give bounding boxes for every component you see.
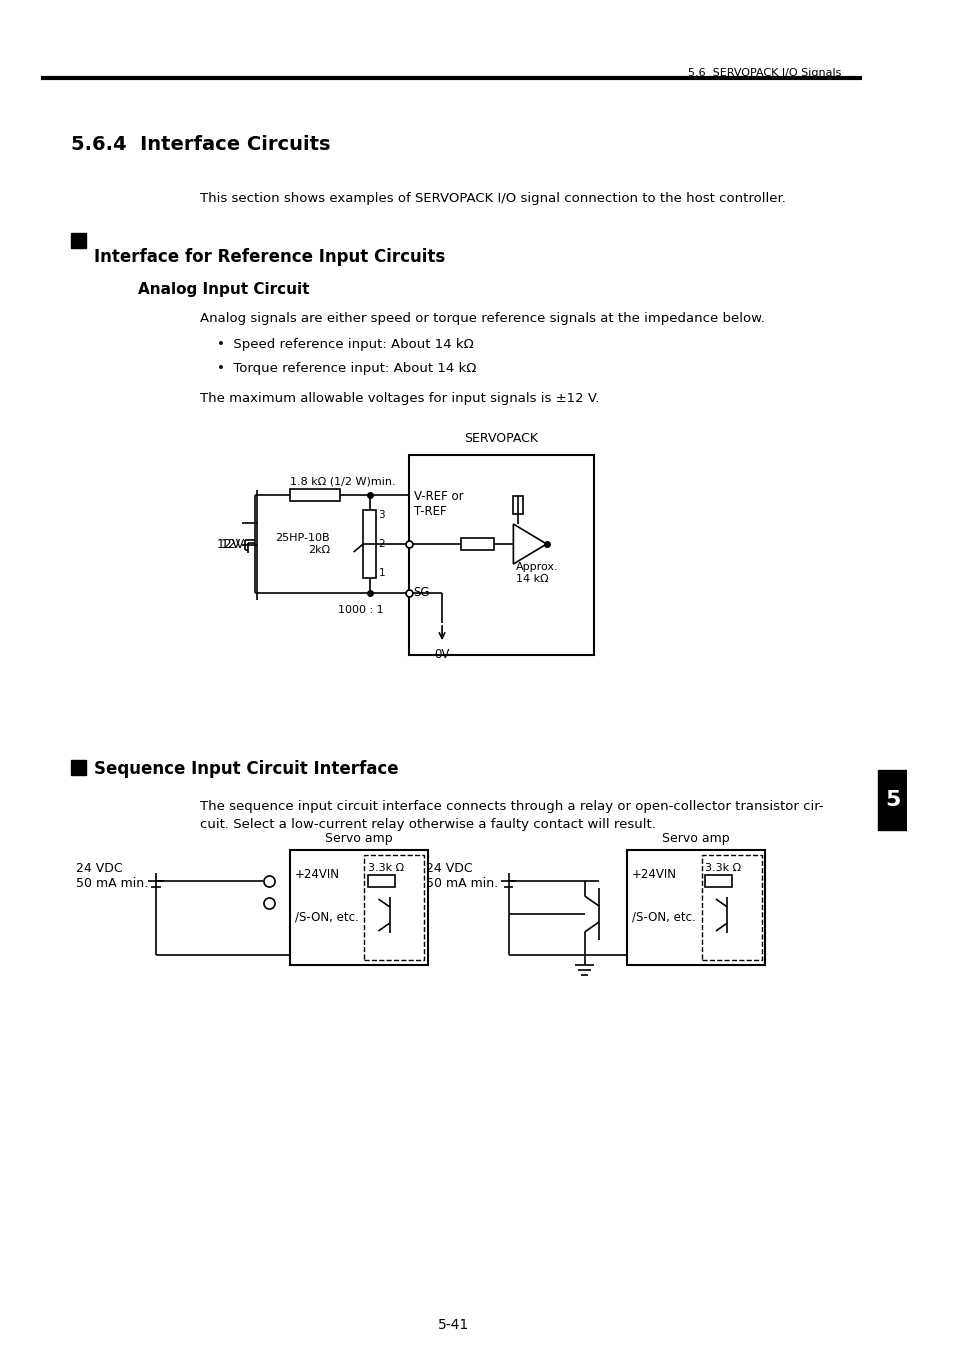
Text: •  Speed reference input: About 14 kΩ: • Speed reference input: About 14 kΩ (216, 338, 473, 351)
Text: /S-ON, etc.: /S-ON, etc. (632, 911, 696, 923)
Bar (363, 509, 376, 578)
Bar (878, 770, 906, 830)
Text: 25HP-10B
2kΩ: 25HP-10B 2kΩ (275, 534, 330, 555)
Text: Sequence Input Circuit Interface: Sequence Input Circuit Interface (94, 761, 398, 778)
Text: 3.3k Ω: 3.3k Ω (704, 863, 740, 873)
Text: 0V: 0V (434, 648, 449, 661)
Text: 3.3k Ω: 3.3k Ω (368, 863, 404, 873)
Text: 5.6  SERVOPACK I/O Signals: 5.6 SERVOPACK I/O Signals (687, 68, 841, 78)
Text: 1000 : 1: 1000 : 1 (337, 605, 383, 615)
Bar (409, 455, 594, 655)
Bar (460, 538, 494, 550)
Bar (290, 850, 427, 965)
Text: 24 VDC
50 mA min.: 24 VDC 50 mA min. (425, 862, 497, 890)
Text: SERVOPACK: SERVOPACK (463, 432, 537, 444)
Text: 24 VDC
50 mA min.: 24 VDC 50 mA min. (76, 862, 148, 890)
Bar (364, 855, 423, 961)
Text: SG: SG (413, 586, 430, 600)
Text: The maximum allowable voltages for input signals is ±12 V.: The maximum allowable voltages for input… (199, 392, 598, 405)
Text: Interface for Reference Input Circuits: Interface for Reference Input Circuits (94, 249, 445, 266)
Text: 5: 5 (884, 790, 900, 811)
Bar (513, 496, 522, 513)
Text: cuit. Select a low-current relay otherwise a faulty contact will result.: cuit. Select a low-current relay otherwi… (199, 817, 655, 831)
Text: Analog signals are either speed or torque reference signals at the impedance bel: Analog signals are either speed or torqu… (199, 312, 763, 326)
Text: 5-41: 5-41 (437, 1319, 469, 1332)
Text: 1: 1 (378, 567, 385, 578)
Text: 2: 2 (378, 539, 385, 549)
Text: 12V: 12V (221, 539, 245, 551)
Text: This section shows examples of SERVOPACK I/O signal connection to the host contr: This section shows examples of SERVOPACK… (199, 192, 784, 205)
Polygon shape (513, 524, 546, 563)
Text: Analog Input Circuit: Analog Input Circuit (137, 282, 309, 297)
Text: •  Torque reference input: About 14 kΩ: • Torque reference input: About 14 kΩ (216, 362, 476, 376)
Bar (368, 875, 395, 888)
Text: Servo amp: Servo amp (661, 832, 729, 844)
Text: Approx.
14 kΩ: Approx. 14 kΩ (516, 562, 558, 584)
Text: +24VIN: +24VIN (632, 867, 677, 881)
Text: +24VIN: +24VIN (294, 867, 339, 881)
Text: V-REF or
T-REF: V-REF or T-REF (413, 490, 463, 517)
Text: The sequence input circuit interface connects through a relay or open-collector : The sequence input circuit interface con… (199, 800, 822, 813)
Bar (290, 489, 340, 501)
Bar (627, 850, 764, 965)
Bar (704, 875, 731, 888)
Text: 3: 3 (378, 509, 385, 520)
Text: /S-ON, etc.: /S-ON, etc. (294, 911, 358, 923)
Text: 12V: 12V (216, 539, 240, 551)
Bar (71, 761, 86, 775)
Bar (700, 855, 760, 961)
Text: Servo amp: Servo amp (324, 832, 392, 844)
Text: 1.8 kΩ (1/2 W)min.: 1.8 kΩ (1/2 W)min. (290, 477, 395, 486)
Text: 5.6.4  Interface Circuits: 5.6.4 Interface Circuits (71, 135, 331, 154)
Bar (71, 232, 86, 249)
